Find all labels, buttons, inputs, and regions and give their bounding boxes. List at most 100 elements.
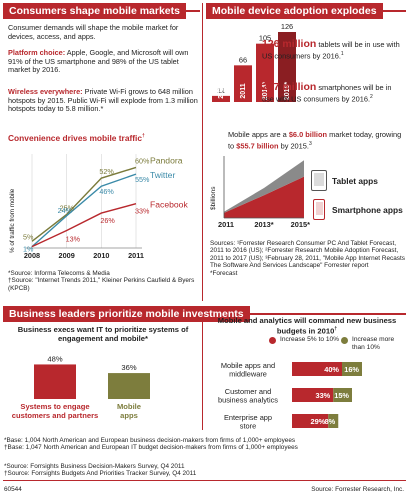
device-bar-value: 11: [217, 86, 225, 95]
bottom-divider: [202, 322, 203, 430]
wireless-title: Wireless everywhere:: [8, 87, 83, 96]
budget-segment-label: 16%: [344, 365, 359, 374]
budget-bar-segment: [292, 362, 342, 376]
panel-divider: [202, 3, 203, 301]
smartphone-icon: [313, 199, 325, 220]
right-sources-text: Sources: ¹Forrester Research Consumer PC…: [210, 240, 405, 270]
data-label: 55%: [135, 175, 150, 184]
legend-item-b: Increase more than 10%: [341, 336, 406, 352]
exec-chart-title: Business execs want IT to prioritize sys…: [17, 325, 189, 343]
budget-segment-label: 15%: [334, 391, 349, 400]
left-panel-header: Consumers shape mobile markets: [3, 3, 200, 19]
tablet-stat-text: tablets will be in use with US consumers…: [262, 40, 400, 61]
tablet-stat: 126 million tablets will be in use with …: [262, 38, 400, 61]
budget-segment-label: 33%: [315, 391, 330, 400]
data-label: 33%: [135, 207, 150, 216]
wireless-paragraph: Wireless everywhere: Private Wi-Fi grows…: [8, 87, 198, 114]
series-name-pandora: Pandora: [150, 155, 183, 165]
wireless-text: Private Wi-Fi grows to 648 million hotsp…: [8, 87, 198, 114]
budget-bar-segment: [292, 414, 329, 428]
traffic-chart-title: Convenience drives mobile traffic†: [8, 133, 145, 143]
data-label: 25%: [60, 203, 75, 212]
budget-category-label: Mobile apps and: [221, 361, 275, 370]
series-line-twitter: [31, 173, 137, 248]
budget-category-label: Customer and: [225, 387, 271, 396]
exec-bar-value: 36%: [121, 363, 136, 372]
bottom-panel-header: Business leaders prioritize mobile inves…: [3, 306, 406, 322]
device-bar-year: 2010: [218, 83, 225, 99]
apps-value-now: $6.0 billion: [288, 130, 328, 139]
bottom-source-1: *Source: Forrsights Business Decision-Ma…: [4, 463, 185, 470]
data-label: 26%: [100, 216, 115, 225]
device-bar-year: 2014*: [262, 82, 269, 101]
left-source-1: *Source: Informa Telecoms & Media: [8, 270, 110, 277]
area-x-tick: 2015*: [291, 220, 310, 229]
data-label: 24%: [58, 206, 73, 215]
area-x-tick: 2013*: [254, 220, 273, 229]
area-y-label: $billions: [210, 186, 217, 210]
mobile-traffic-line-chart: % of traffic from mobile 2008 2009 2010 201…: [9, 154, 188, 260]
apps-area-chart: $billions 2011 2013* 2015*: [210, 156, 310, 229]
x-tick-label: 2009: [59, 251, 75, 260]
exec-category-label: Systems to engage: [20, 402, 89, 411]
data-label: 46%: [99, 187, 114, 196]
device-bar: [212, 95, 230, 102]
budget-category-label: business analytics: [218, 395, 278, 404]
apps-market-text: Mobile apps are a $6.0 billion market to…: [228, 130, 402, 151]
x-tick-label: 2011: [128, 251, 144, 260]
data-label: 5%: [23, 232, 34, 241]
data-label: 13%: [66, 235, 81, 244]
device-bar: [256, 43, 274, 102]
series-name-facebook: Facebook: [150, 200, 188, 210]
exec-bar: [108, 373, 150, 399]
legend-swatch-a: [269, 337, 276, 344]
bottom-source-2: †Source: Forrsights Budgets And Prioriti…: [4, 470, 197, 478]
exec-bar-value: 48%: [47, 354, 62, 363]
budget-category-label: store: [240, 421, 256, 430]
left-source-2: †Source: "Internet Trends 2011," Kleiner…: [8, 277, 195, 292]
device-bar-value: 105: [259, 34, 271, 43]
base-note-1: *Base: 1,004 North American and European…: [4, 437, 296, 444]
forecast-note: *Forecast: [210, 269, 238, 277]
budget-bar-segment: [292, 388, 334, 402]
series-line-facebook: [31, 203, 137, 248]
right-panel-header: Mobile device adoption explodes: [206, 3, 406, 19]
exec-bar: [34, 364, 76, 399]
data-label: 60%: [135, 156, 150, 165]
budget-segment-label: 29%: [310, 417, 325, 426]
legend-item-a: Increase 5% to 10%: [269, 336, 340, 344]
smartphone-apps-area: [224, 176, 304, 218]
right-panel-title: Mobile device adoption explodes: [206, 3, 383, 19]
device-bar-year: 2011: [240, 83, 247, 98]
budget-bar-segment: [333, 388, 352, 402]
left-panel-title: Consumers shape mobile markets: [3, 3, 186, 19]
budget-segment-label: 8%: [325, 417, 336, 426]
device-bar-value: 66: [239, 55, 247, 64]
x-tick-label: 2008: [24, 251, 40, 260]
exec-category-label: customers and partners: [12, 411, 99, 420]
exec-category-label: apps: [120, 411, 138, 420]
smartphone-stat: 257 million smartphones will be in use w…: [262, 81, 392, 104]
tablet-apps-area: [224, 160, 304, 213]
x-tick-label: 2010: [93, 251, 109, 260]
data-label: 52%: [99, 167, 114, 176]
bottom-panel-title: Business leaders prioritize mobile inves…: [3, 306, 250, 322]
right-sources: Sources: ¹Forrester Research Consumer PC…: [210, 240, 406, 277]
exec-category-label: Mobile: [117, 402, 141, 411]
smartphone-stat-number: 257 million: [262, 81, 317, 93]
tablet-apps-label: Tablet apps: [332, 176, 378, 186]
budget-category-label: Enterprise app: [224, 413, 272, 422]
smartphone-stat-text: smartphones will be in use with US consu…: [262, 83, 392, 104]
series-line-pandora: [31, 166, 137, 242]
footer-id: 60544: [4, 486, 22, 493]
device-bar: [278, 32, 296, 102]
budget-bar-segment: [328, 414, 339, 428]
budget-chart-title: Mobile and analytics will command new bu…: [217, 316, 397, 336]
intro-text: Consumer demands will shape the mobile m…: [8, 23, 179, 41]
platform-text: Apple, Google, and Microsoft will own 91…: [8, 48, 189, 75]
base-note-2: †Base: 1,047 North American and European…: [4, 444, 298, 452]
budget-bar-segment: [342, 362, 362, 376]
